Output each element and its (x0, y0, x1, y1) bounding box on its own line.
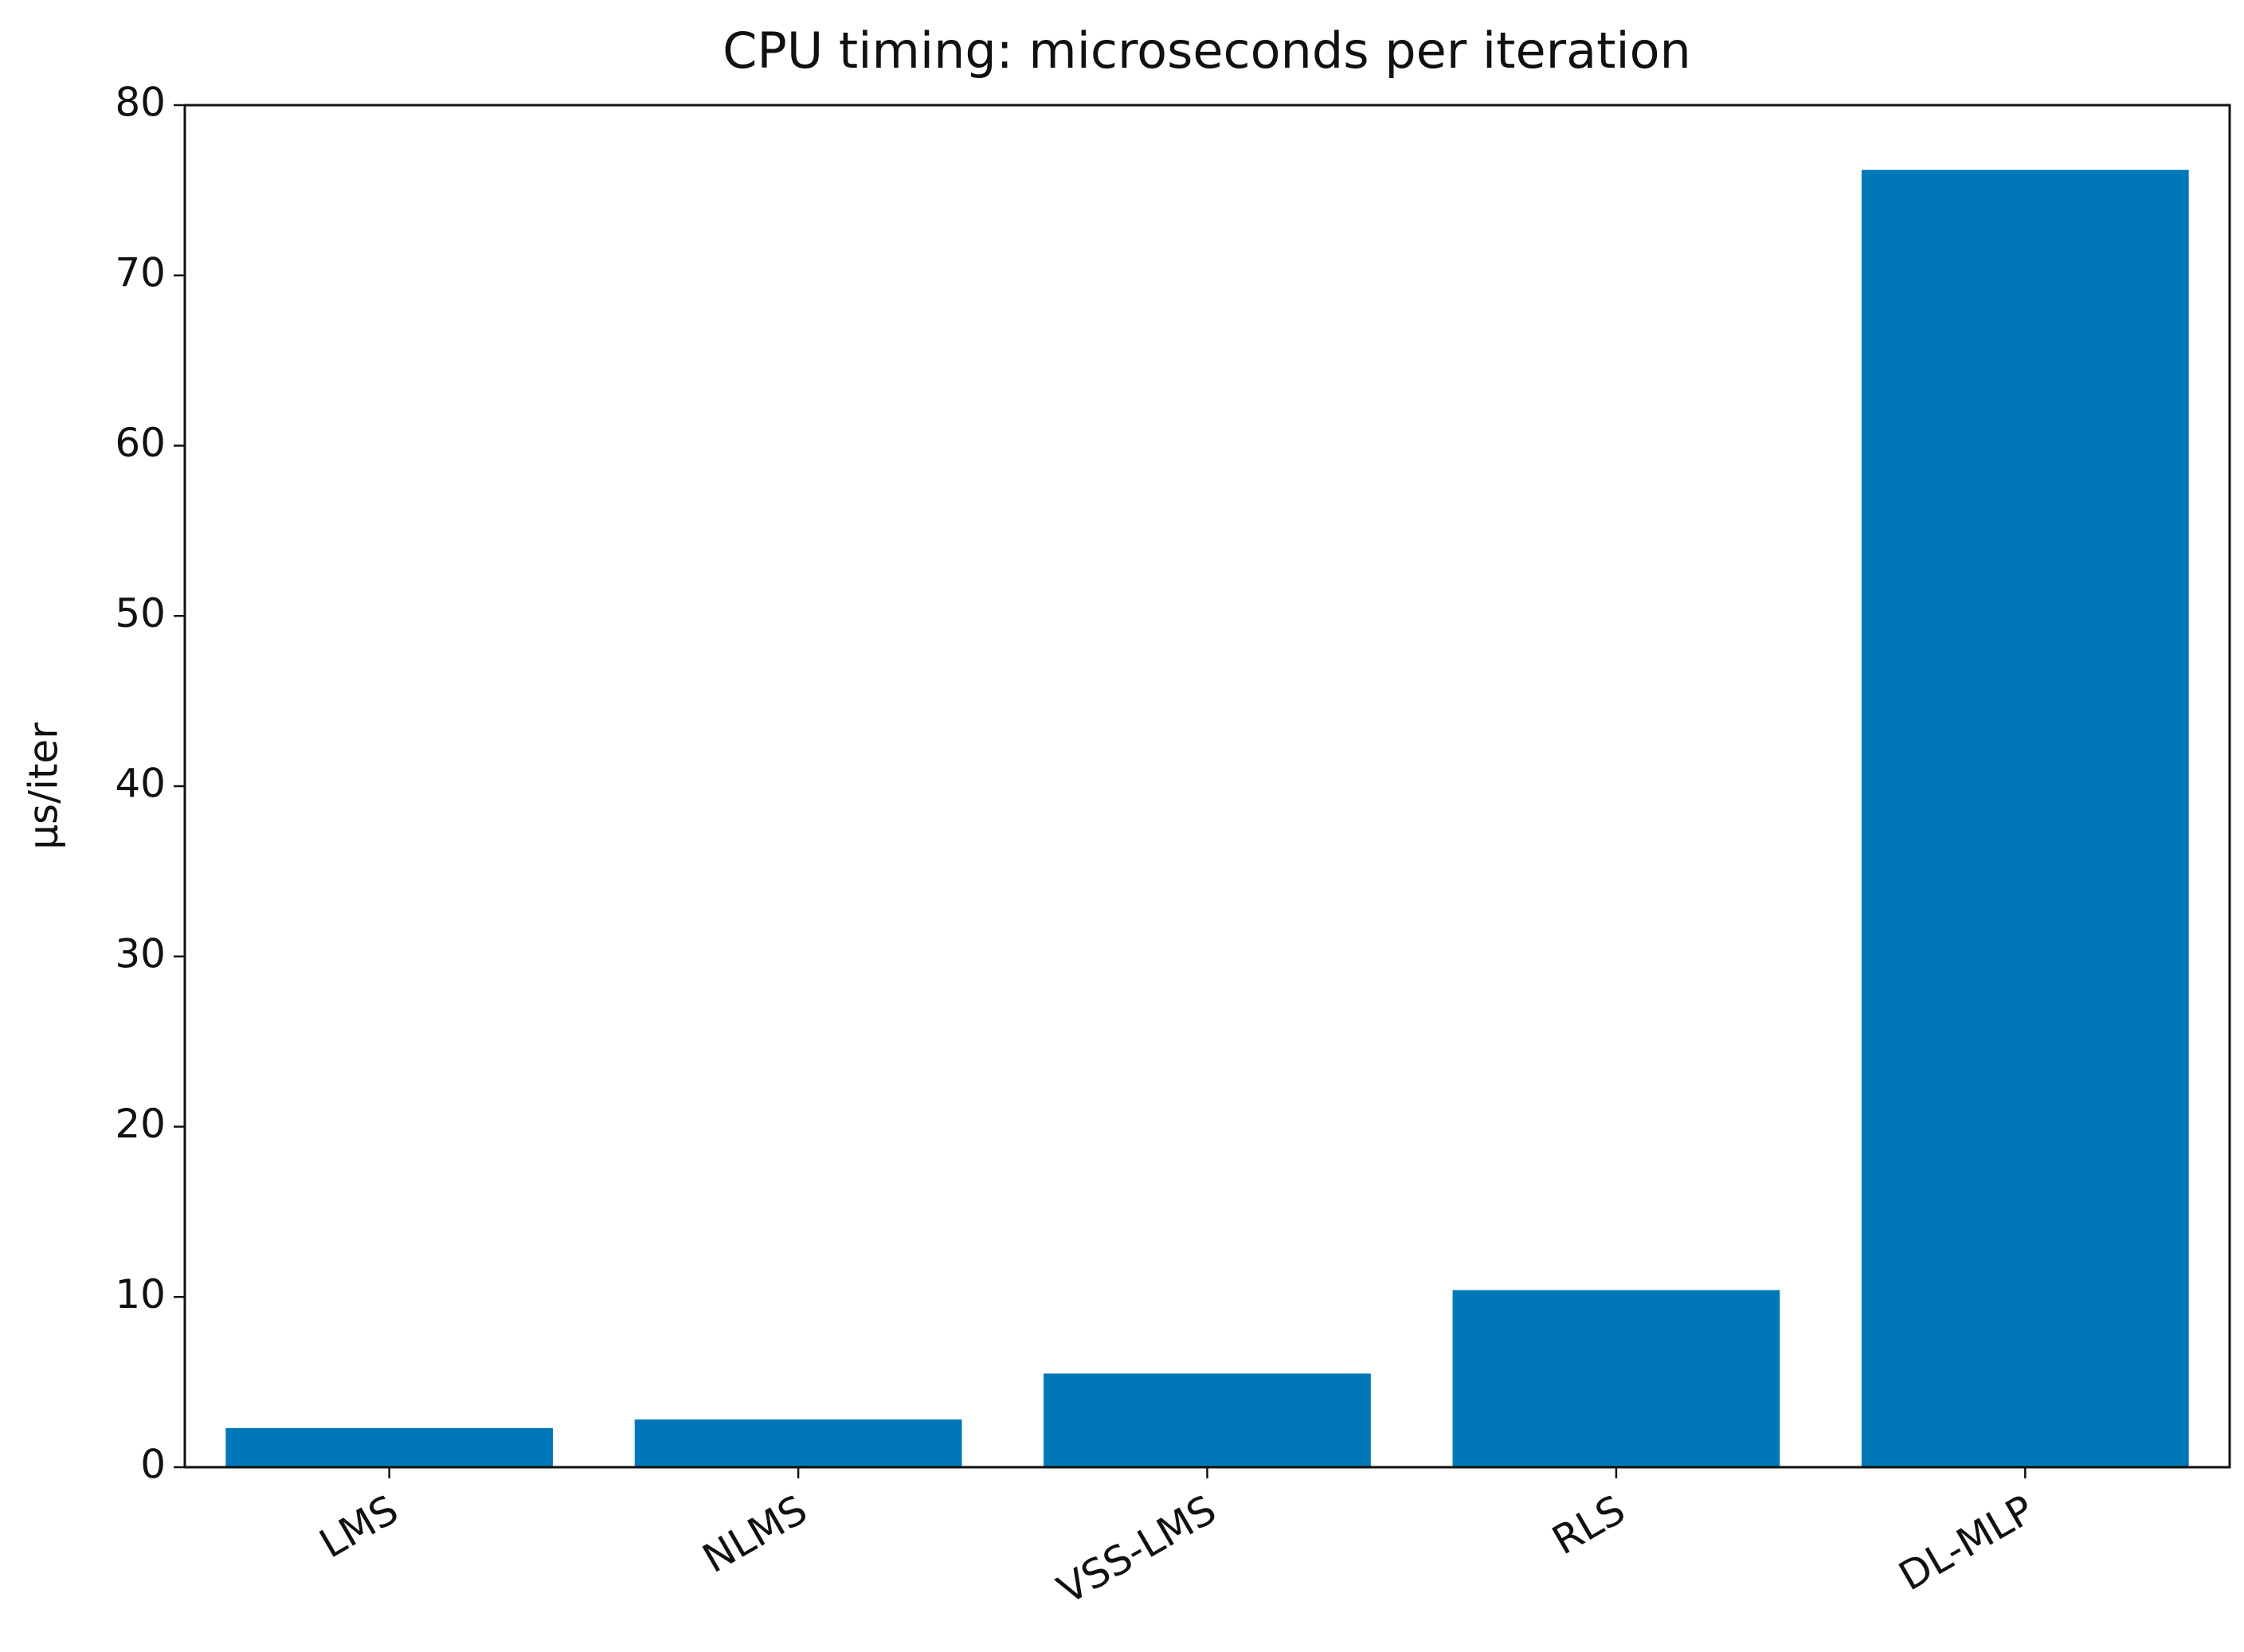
chart-title: CPU timing: microseconds per iteration (723, 22, 1691, 80)
y-tick-label: 40 (115, 761, 166, 807)
x-tick-label: RLS (1545, 1486, 1633, 1564)
y-tick-label: 20 (115, 1101, 166, 1147)
bar (1452, 1290, 1780, 1467)
y-tick-label: 10 (115, 1271, 166, 1317)
y-axis-label: µs/iter (21, 722, 67, 850)
y-tick-label: 30 (115, 930, 166, 977)
x-tick-label: DL-MLP (1891, 1486, 2042, 1600)
bar (1044, 1373, 1371, 1467)
y-tick-label: 80 (115, 80, 166, 126)
x-tick-label: LMS (311, 1486, 405, 1568)
plot-frame (183, 104, 2231, 1469)
y-tick-label: 70 (115, 249, 166, 296)
y-tick-label: 50 (115, 590, 166, 636)
bar (1861, 170, 2189, 1468)
x-tick-label: NLMS (695, 1486, 814, 1582)
bar (634, 1419, 962, 1467)
y-tick-label: 0 (140, 1442, 166, 1488)
y-tick-label: 60 (115, 420, 166, 466)
x-tick-label: VSS-LMS (1050, 1486, 1224, 1613)
bar (225, 1427, 554, 1467)
